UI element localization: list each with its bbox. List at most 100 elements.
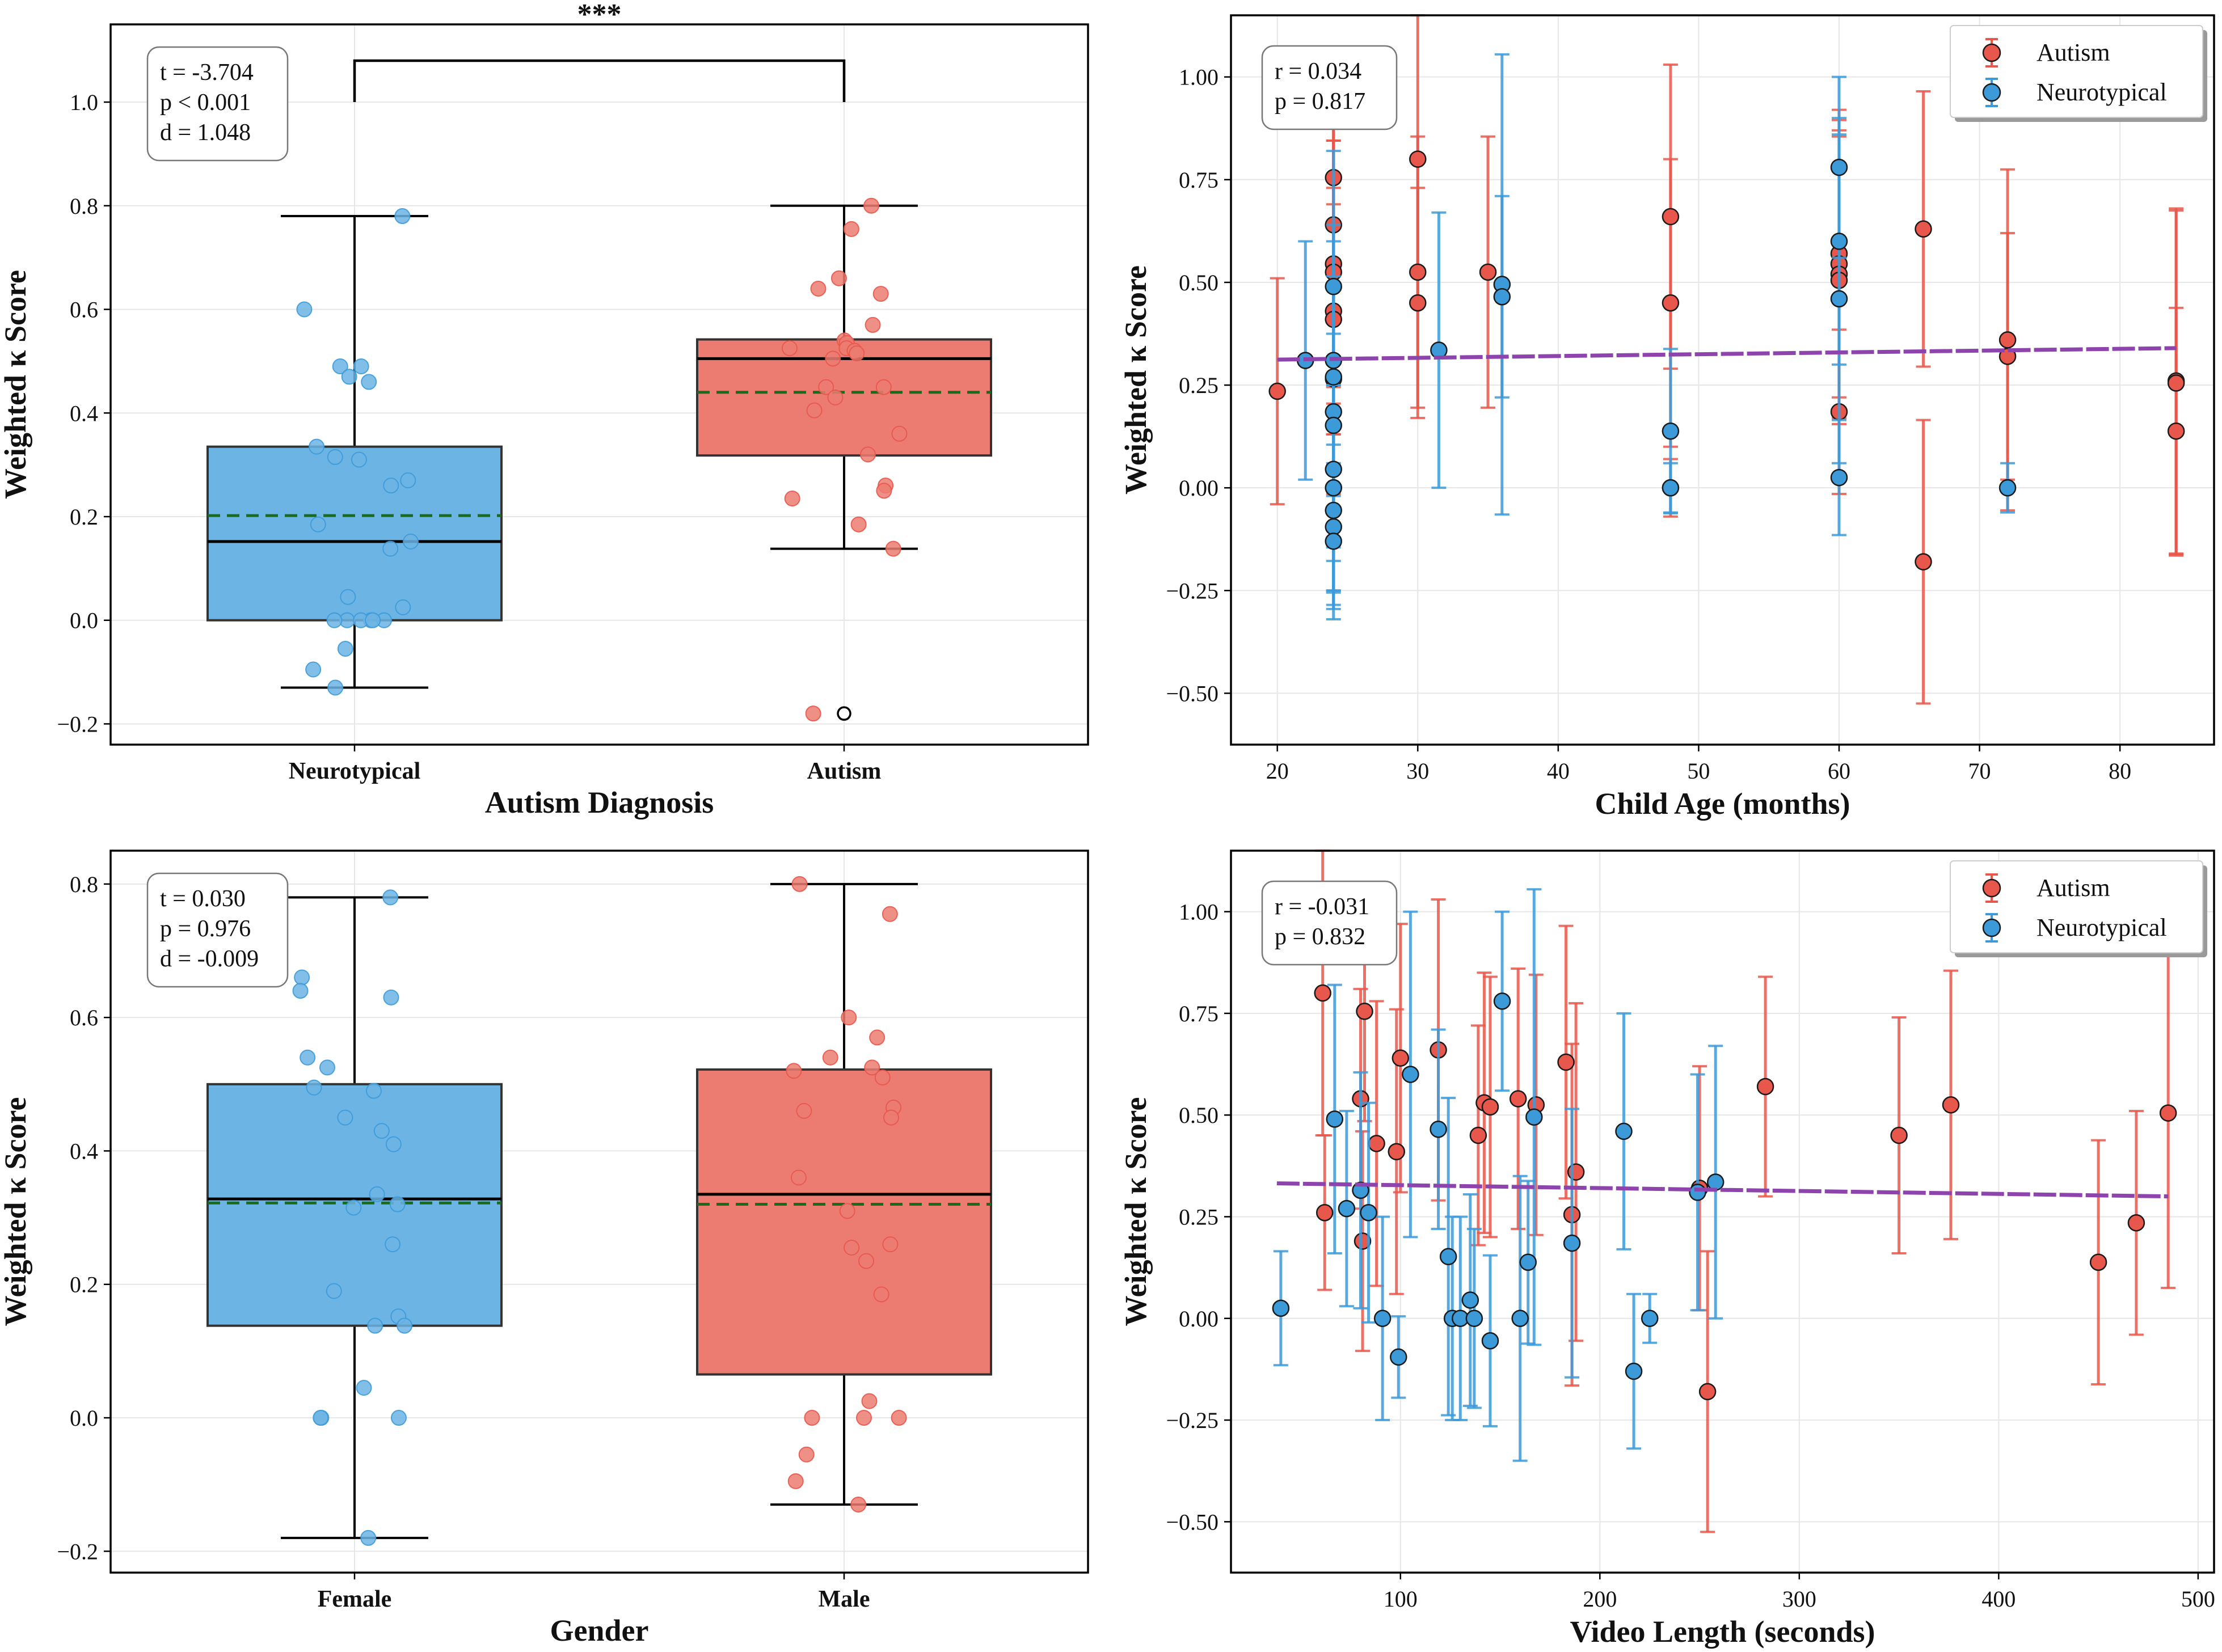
data-point bbox=[1409, 150, 1427, 168]
y-tick-label: 0.0 bbox=[70, 608, 98, 633]
data-point bbox=[1356, 1003, 1373, 1020]
x-tick-label: 50 bbox=[1687, 758, 1710, 784]
stats-line: p < 0.001 bbox=[160, 90, 251, 116]
data-point bbox=[1662, 294, 1680, 312]
data-point bbox=[340, 589, 356, 605]
data-point bbox=[1662, 422, 1680, 440]
data-point bbox=[1409, 294, 1427, 312]
x-tick-label: 80 bbox=[2109, 758, 2131, 784]
data-point bbox=[1493, 288, 1511, 306]
data-point bbox=[326, 612, 343, 628]
chart-gender: −0.2 0.0 0.2 0.4 0.6 0.8 Weighted κ Score Femal… bbox=[0, 850, 1089, 1647]
data-point bbox=[1756, 1078, 1774, 1096]
y-tick-label: 0.25 bbox=[1179, 373, 1218, 398]
data-point bbox=[861, 1393, 878, 1409]
legend-label: Neurotypical bbox=[2037, 914, 2167, 941]
data-point bbox=[2159, 1104, 2177, 1122]
legend: Autism Neurotypical bbox=[1950, 860, 2207, 957]
data-point bbox=[389, 1196, 406, 1212]
stats-line: p = 0.817 bbox=[1275, 88, 1365, 115]
data-point bbox=[1625, 1362, 1643, 1380]
data-point bbox=[341, 369, 357, 385]
data-point bbox=[390, 1410, 407, 1426]
x-tick-label: Neurotypical bbox=[289, 758, 421, 784]
x-tick-label: 200 bbox=[1583, 1586, 1617, 1612]
y-axis-label: Weighted κ Score bbox=[0, 1097, 32, 1326]
stats-line: p = 0.832 bbox=[1275, 924, 1365, 950]
y-tick-label: 1.00 bbox=[1179, 899, 1218, 925]
data-point bbox=[849, 345, 865, 362]
x-tick-label: 60 bbox=[1828, 758, 1850, 784]
data-point bbox=[1392, 1049, 1410, 1067]
data-point bbox=[798, 1446, 815, 1463]
box-group-neurotypical: Neurotypical bbox=[206, 208, 503, 784]
data-point bbox=[1830, 233, 1848, 250]
plot-frame bbox=[109, 23, 1089, 746]
legend-label: Neurotypical bbox=[2037, 78, 2167, 106]
data-point bbox=[1525, 1108, 1543, 1126]
stats-line: t = 0.030 bbox=[160, 886, 246, 912]
data-point bbox=[872, 286, 889, 302]
legend-marker bbox=[1982, 918, 2001, 937]
data-point bbox=[305, 661, 322, 678]
data-point bbox=[1325, 479, 1342, 497]
data-point bbox=[1662, 208, 1680, 226]
data-point bbox=[1557, 1053, 1575, 1071]
data-point bbox=[300, 1049, 316, 1066]
y-tick-label: 0.2 bbox=[70, 504, 98, 530]
data-point bbox=[806, 402, 823, 419]
box-iqr bbox=[696, 338, 992, 457]
stats-line: d = -0.009 bbox=[160, 946, 259, 972]
y-axis-label: Weighted κ Score bbox=[1119, 1097, 1153, 1326]
data-point bbox=[1641, 1309, 1659, 1328]
data-point bbox=[859, 446, 876, 463]
data-point bbox=[810, 280, 827, 297]
stats-box bbox=[146, 46, 289, 162]
stats-line: t = -3.704 bbox=[160, 60, 254, 86]
y-tick-label: −0.25 bbox=[1166, 578, 1218, 603]
data-point bbox=[891, 425, 908, 442]
y-tick-label: −0.50 bbox=[1166, 681, 1218, 706]
data-point bbox=[825, 350, 841, 367]
box-iqr bbox=[696, 1068, 992, 1376]
data-point bbox=[1481, 1098, 1499, 1116]
y-tick-label: 0.8 bbox=[70, 872, 98, 897]
data-point bbox=[332, 358, 348, 375]
x-axis-label: Autism Diagnosis bbox=[485, 785, 714, 819]
data-point bbox=[294, 969, 310, 986]
data-point bbox=[875, 379, 892, 395]
data-point bbox=[864, 1059, 880, 1076]
y-tick-label: −0.50 bbox=[1166, 1509, 1218, 1535]
data-point bbox=[869, 1029, 886, 1046]
data-point bbox=[397, 1317, 413, 1334]
data-point bbox=[2167, 422, 2185, 440]
data-point bbox=[1998, 348, 2017, 365]
data-point bbox=[1830, 468, 1848, 487]
data-point bbox=[1325, 501, 1342, 519]
data-point bbox=[367, 1317, 383, 1334]
y-tick-label: 0.75 bbox=[1179, 167, 1218, 193]
y-tick-label: 0.0 bbox=[70, 1405, 98, 1431]
stats-box bbox=[1261, 45, 1398, 130]
data-point bbox=[351, 451, 367, 468]
data-point bbox=[292, 983, 309, 999]
stats-line: r = -0.031 bbox=[1275, 894, 1369, 920]
data-point bbox=[2167, 374, 2185, 392]
data-point bbox=[353, 358, 369, 375]
data-point bbox=[1272, 1299, 1290, 1317]
significance-label: *** bbox=[577, 0, 622, 31]
data-point bbox=[1325, 416, 1342, 434]
data-point bbox=[1493, 992, 1511, 1010]
data-point bbox=[873, 1286, 889, 1303]
data-point bbox=[790, 1169, 807, 1186]
significance-bracket bbox=[353, 59, 846, 103]
data-point bbox=[1325, 277, 1342, 295]
plot-frame bbox=[1230, 850, 2215, 1574]
y-tick-label: 0.4 bbox=[70, 400, 98, 426]
data-point bbox=[1509, 1090, 1527, 1108]
outlier-point bbox=[837, 706, 851, 721]
data-point bbox=[1325, 460, 1342, 478]
x-tick-label: 70 bbox=[1968, 758, 1991, 784]
